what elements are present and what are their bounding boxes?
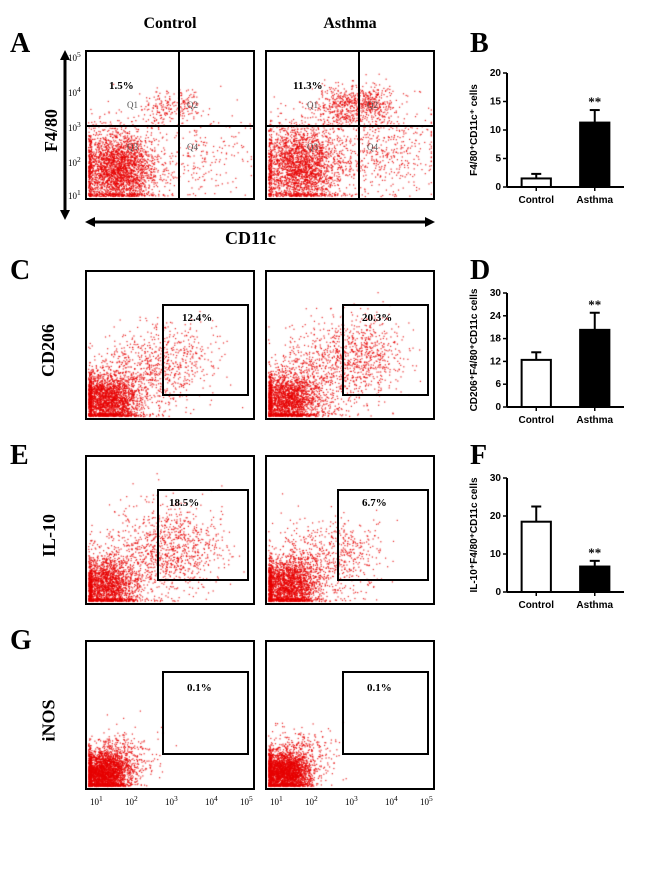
svg-text:10: 10	[490, 549, 502, 560]
xaxis-arrow-A	[85, 215, 435, 229]
svg-text:20: 20	[490, 68, 502, 79]
svg-text:**: **	[588, 297, 601, 312]
svg-text:Asthma: Asthma	[576, 195, 613, 206]
q4a: Q4	[367, 142, 378, 152]
svg-text:**: **	[588, 545, 601, 560]
svg-text:Control: Control	[518, 415, 554, 426]
svg-text:IL-10⁺F4/80⁺CD11c cells: IL-10⁺F4/80⁺CD11c cells	[469, 477, 480, 593]
col-header-asthma: Asthma	[300, 15, 400, 33]
col-header-control: Control	[120, 15, 220, 33]
svg-text:0: 0	[495, 402, 501, 413]
xaxis-label-CD11c: CD11c	[225, 228, 276, 249]
pct-C-asthma: 20.3%	[362, 312, 392, 324]
svg-text:**: **	[588, 94, 601, 109]
yaxis-label-CD206: CD206	[38, 324, 59, 377]
panel-label-F: F	[470, 440, 487, 472]
q2a: Q2	[367, 100, 378, 110]
panel-label-B: B	[470, 28, 489, 60]
pct-E-control: 18.5%	[169, 497, 199, 509]
svg-text:6: 6	[495, 379, 501, 390]
svg-text:10: 10	[490, 125, 502, 136]
scatter-E-control: 18.5%	[85, 455, 255, 605]
q3a: Q3	[307, 142, 318, 152]
pct-G-control: 0.1%	[187, 682, 212, 694]
svg-text:30: 30	[490, 473, 502, 484]
xaxis-ticks-G: 101 102 103 104 105 101 102 103 104 105	[85, 794, 435, 814]
scatter-A-asthma: 11.3% Q1 Q2 Q3 Q4	[265, 50, 435, 200]
svg-text:Asthma: Asthma	[576, 600, 613, 611]
barchart-F: 0 10 20 30 IL-10⁺F4/80⁺CD11c cells Control Ast…	[465, 470, 630, 620]
panel-label-A: A	[10, 28, 30, 60]
panel-label-G: G	[10, 625, 32, 657]
svg-text:Asthma: Asthma	[576, 415, 613, 426]
pct-C-control: 12.4%	[182, 312, 212, 324]
svg-text:5: 5	[495, 154, 501, 165]
q3: Q3	[127, 142, 138, 152]
svg-text:15: 15	[490, 97, 502, 108]
yaxis-label-iNOS: iNOS	[39, 699, 60, 741]
scatter-G-control: 0.1%	[85, 640, 255, 790]
svg-text:20: 20	[490, 511, 502, 522]
svg-text:18: 18	[490, 334, 502, 345]
svg-text:12: 12	[490, 356, 502, 367]
scatter-E-asthma: 6.7%	[265, 455, 435, 605]
q1a: Q1	[307, 100, 318, 110]
svg-text:24: 24	[490, 311, 502, 322]
svg-text:F4/80⁺CD11c⁺ cells: F4/80⁺CD11c⁺ cells	[469, 84, 480, 176]
barchart-D: 0 6 12 18 24 30 CD206⁺F4/80⁺CD11c cells Control…	[465, 285, 630, 435]
pct-A-asthma: 11.3%	[293, 80, 323, 92]
barchart-B: 0 5 10 15 20 F4/80⁺CD11c⁺ cells Control Asthma *…	[465, 65, 630, 215]
svg-text:Control: Control	[518, 600, 554, 611]
panel-label-D: D	[470, 255, 490, 287]
scatter-C-control: 12.4%	[85, 270, 255, 420]
scatter-A-control: 1.5% Q1 Q2 Q3 Q4	[85, 50, 255, 200]
pct-G-asthma: 0.1%	[367, 682, 392, 694]
scatter-G-asthma: 0.1%	[265, 640, 435, 790]
pct-A-control: 1.5%	[109, 80, 134, 92]
panel-label-E: E	[10, 440, 29, 472]
pct-E-asthma: 6.7%	[362, 497, 387, 509]
q1: Q1	[127, 100, 138, 110]
panel-label-C: C	[10, 255, 30, 287]
svg-text:Control: Control	[518, 195, 554, 206]
svg-text:CD206⁺F4/80⁺CD11c cells: CD206⁺F4/80⁺CD11c cells	[469, 288, 480, 411]
scatter-C-asthma: 20.3%	[265, 270, 435, 420]
yaxis-label-IL10: IL-10	[39, 514, 60, 557]
q4: Q4	[187, 142, 198, 152]
yaxis-ticks-A: 105 104 103 102 101	[68, 50, 84, 200]
svg-text:0: 0	[495, 587, 501, 598]
q2: Q2	[187, 100, 198, 110]
svg-text:0: 0	[495, 182, 501, 193]
svg-text:30: 30	[490, 288, 502, 299]
